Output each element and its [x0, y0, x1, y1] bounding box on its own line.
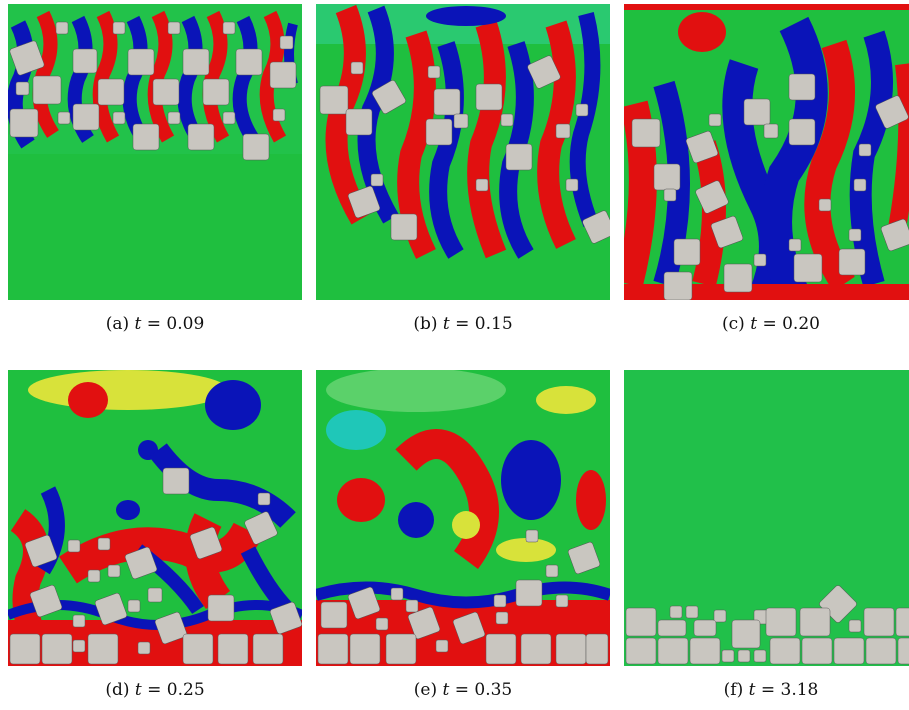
panel-b-caption: (b) t = 0.15: [316, 314, 610, 334]
panel-c-caption-var: t: [750, 314, 758, 334]
panel-c-particles: [631, 73, 909, 300]
panel-f-image: [624, 370, 909, 666]
panel-c-caption-eq: = 0.20: [762, 314, 820, 334]
panel-f-field: [624, 370, 909, 666]
panel-c-caption: (c) t = 0.20: [624, 314, 909, 334]
panel-b-field: [316, 4, 610, 300]
panel-b-caption-eq: = 0.15: [455, 314, 513, 334]
panel-d-image: [8, 370, 302, 666]
panel-e-caption-var: t: [442, 680, 450, 700]
panel-d-caption: (d) t = 0.25: [8, 680, 302, 700]
panel-b-caption-label: (b): [413, 314, 438, 334]
panel-e-caption-label: (e): [413, 680, 438, 700]
panel-a-image: [8, 4, 302, 300]
panel-e-image: [316, 370, 610, 666]
panel-f-caption-var: t: [748, 680, 756, 700]
panel-f-caption: (f) t = 3.18: [624, 680, 909, 700]
panel-a-caption-eq: = 0.09: [146, 314, 205, 334]
panel-a-field: [8, 4, 302, 300]
panel-c-image: [624, 4, 909, 300]
panel-e-field: [316, 370, 610, 666]
panel-e-particles: [317, 529, 609, 665]
panel-a-caption-label: (a): [105, 314, 130, 334]
panel-e-caption-eq: = 0.35: [454, 680, 513, 700]
panel-d-caption-var: t: [134, 680, 142, 700]
panel-a-caption-var: t: [134, 314, 142, 334]
panel-f-particles: [625, 585, 909, 665]
panel-d-caption-label: (d): [105, 680, 130, 700]
panel-a-particles: [9, 21, 297, 161]
panel-b-particles: [319, 55, 610, 244]
panel-f-caption-eq: = 3.18: [760, 680, 819, 700]
panel-b-image: [316, 4, 610, 300]
panel-d-field: [8, 370, 302, 666]
panel-d-caption-eq: = 0.25: [147, 680, 205, 700]
panel-c-field: [624, 4, 909, 300]
panel-b-caption-var: t: [442, 314, 450, 334]
panel-f-caption-label: (f): [723, 680, 744, 700]
panel-a-caption: (a) t = 0.09: [8, 314, 302, 334]
panel-e-caption: (e) t = 0.35: [316, 680, 610, 700]
panel-c-caption-label: (c): [722, 314, 745, 334]
panel-d-particles: [9, 467, 302, 665]
panel-a-vortices: [8, 10, 298, 149]
